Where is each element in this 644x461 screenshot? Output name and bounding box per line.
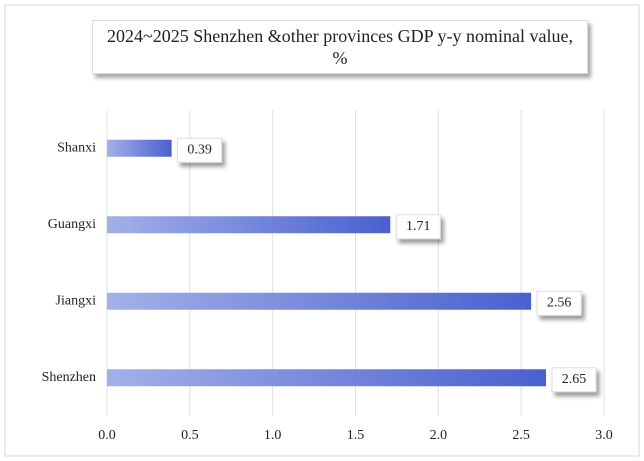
x-tick-label: 0.5 — [181, 428, 199, 443]
data-label-box — [395, 214, 441, 240]
x-tick-label: 2.0 — [430, 428, 448, 443]
bar — [107, 216, 391, 234]
data-label: 2.56 — [547, 295, 572, 310]
y-tick-label: Guangxi — [48, 217, 96, 232]
data-label-box — [177, 137, 223, 163]
bar — [107, 292, 532, 310]
bar — [107, 139, 172, 157]
bar — [107, 369, 547, 387]
data-label: 0.39 — [187, 142, 212, 157]
data-label-box — [551, 367, 597, 393]
x-tick-label: 1.5 — [347, 428, 365, 443]
data-label-box — [536, 290, 582, 316]
x-tick-label: 1.0 — [264, 428, 282, 443]
x-tick-label: 0.0 — [98, 428, 116, 443]
x-tick-label: 3.0 — [595, 428, 613, 443]
y-tick-label: Shanxi — [57, 140, 96, 155]
x-tick-label: 2.5 — [512, 428, 530, 443]
y-tick-label: Shenzhen — [42, 370, 96, 385]
data-label: 2.65 — [562, 372, 587, 387]
data-label: 1.71 — [406, 219, 431, 234]
chart-title: 2024~2025 Shenzhen &other provinces GDP … — [92, 20, 588, 74]
y-tick-label: Jiangxi — [56, 293, 97, 308]
